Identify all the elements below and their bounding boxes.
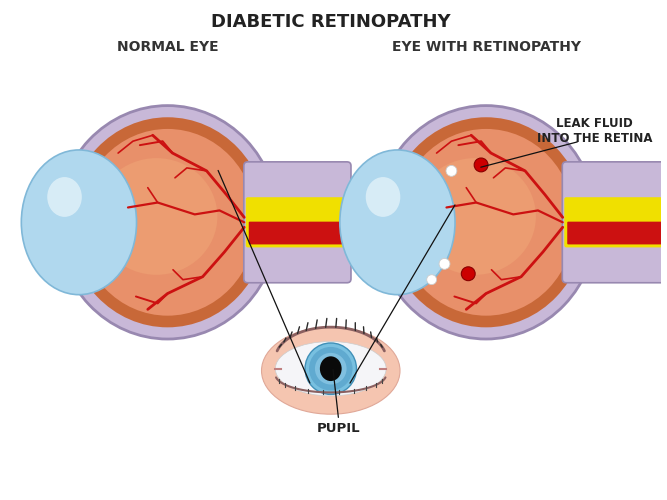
Text: EYE WITH RETINOPATHY: EYE WITH RETINOPATHY: [392, 40, 580, 54]
Circle shape: [474, 158, 488, 172]
FancyBboxPatch shape: [245, 197, 349, 248]
Circle shape: [315, 353, 347, 384]
Ellipse shape: [68, 118, 267, 328]
Ellipse shape: [95, 158, 217, 275]
Ellipse shape: [414, 158, 536, 275]
Text: LEAK FLUID
INTO THE RETINA: LEAK FLUID INTO THE RETINA: [537, 118, 652, 146]
Ellipse shape: [376, 106, 597, 339]
Circle shape: [427, 274, 437, 284]
FancyBboxPatch shape: [244, 162, 351, 283]
Text: PUPIL: PUPIL: [317, 422, 360, 435]
Ellipse shape: [386, 118, 586, 328]
Ellipse shape: [275, 342, 386, 396]
FancyBboxPatch shape: [249, 222, 346, 244]
Ellipse shape: [261, 327, 400, 414]
Text: DIABETIC RETINOPATHY: DIABETIC RETINOPATHY: [211, 12, 451, 30]
FancyBboxPatch shape: [567, 222, 664, 244]
Ellipse shape: [366, 177, 400, 217]
Ellipse shape: [47, 177, 82, 217]
FancyBboxPatch shape: [564, 197, 667, 248]
Circle shape: [462, 267, 475, 280]
Ellipse shape: [91, 205, 122, 240]
Text: NORMAL EYE: NORMAL EYE: [117, 40, 218, 54]
Circle shape: [309, 347, 353, 391]
Ellipse shape: [320, 356, 342, 381]
Circle shape: [305, 343, 356, 394]
Ellipse shape: [57, 106, 278, 339]
Ellipse shape: [398, 129, 575, 316]
FancyBboxPatch shape: [562, 162, 667, 283]
Ellipse shape: [21, 150, 137, 294]
Ellipse shape: [79, 129, 256, 316]
Ellipse shape: [340, 150, 455, 294]
Circle shape: [446, 166, 457, 176]
Ellipse shape: [410, 205, 441, 240]
Circle shape: [439, 258, 450, 270]
